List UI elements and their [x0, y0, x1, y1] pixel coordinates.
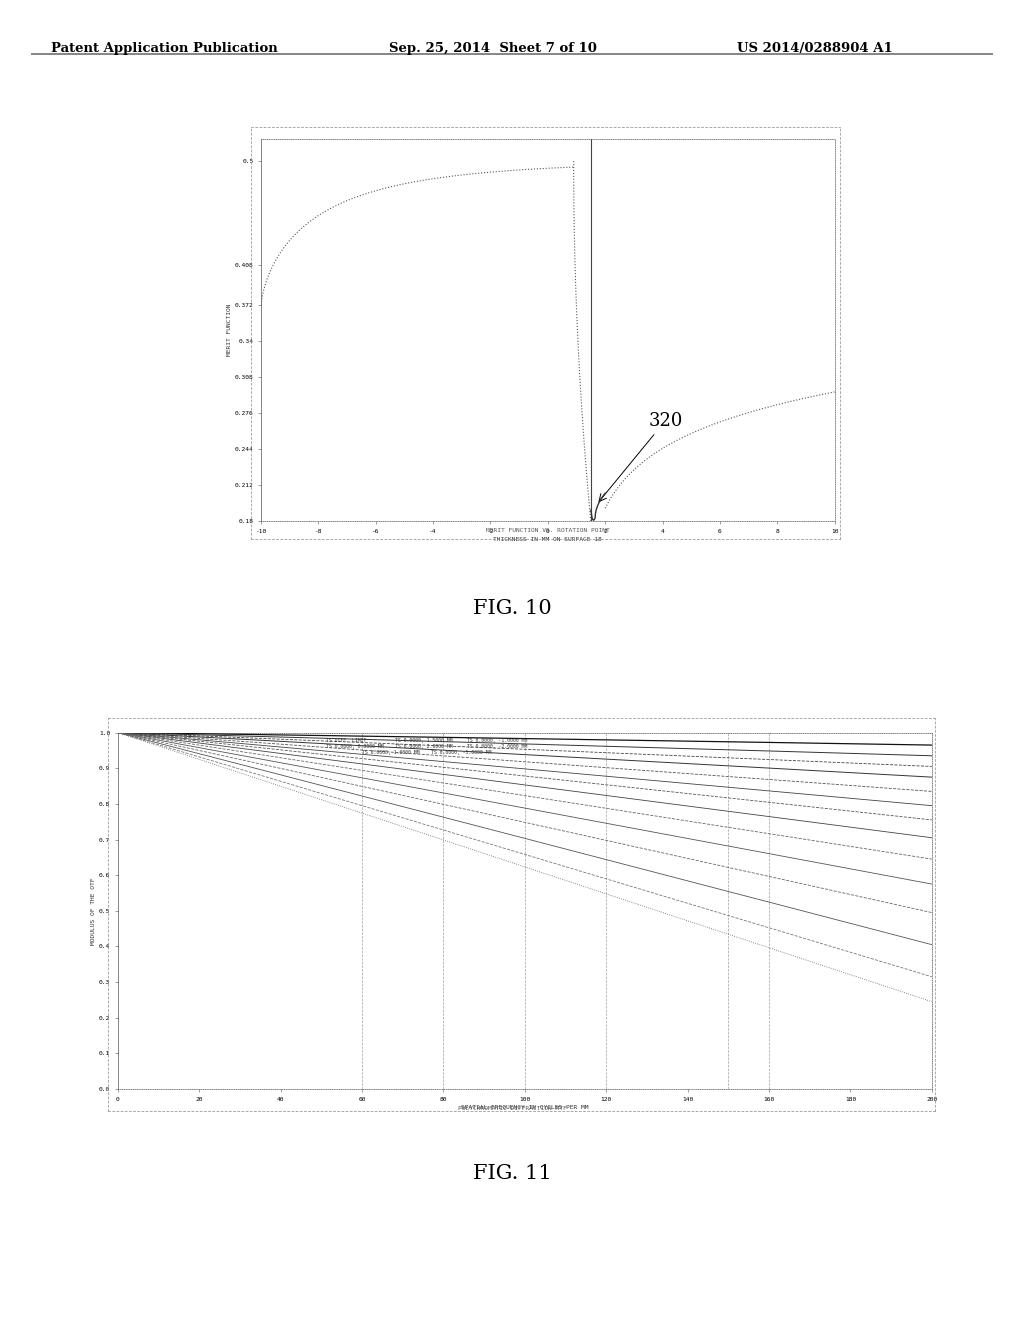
Y-axis label: MODULUS OF THE OTF: MODULUS OF THE OTF [91, 876, 96, 945]
Text: FIG. 10: FIG. 10 [473, 599, 551, 618]
Text: US 2014/0288904 A1: US 2014/0288904 A1 [737, 42, 893, 55]
Text: Sep. 25, 2014  Sheet 7 of 10: Sep. 25, 2014 Sheet 7 of 10 [389, 42, 597, 55]
Y-axis label: MERIT FUNCTION: MERIT FUNCTION [227, 304, 232, 356]
Text: FIG. 11: FIG. 11 [473, 1164, 551, 1183]
Text: Patent Application Publication: Patent Application Publication [51, 42, 278, 55]
Text: POLYCHROMATIC DIFFRACTION MTF: POLYCHROMATIC DIFFRACTION MTF [458, 1106, 566, 1111]
Text: MERIT FUNCTION VS. ROTATION POINT: MERIT FUNCTION VS. ROTATION POINT [486, 528, 609, 533]
Text: 320: 320 [599, 412, 683, 502]
Text: TS DIFF. LIMIT          TS 0.0000, 1.5000 MM     TS 0.0000, -1.0000 MM
TS 0.0000: TS DIFF. LIMIT TS 0.0000, 1.5000 MM TS 0… [327, 738, 527, 755]
X-axis label: THICKNESS IN MM ON SURFACE 18: THICKNESS IN MM ON SURFACE 18 [494, 537, 602, 541]
X-axis label: SPATIAL FREQUENCY IN CYCLES PER MM: SPATIAL FREQUENCY IN CYCLES PER MM [461, 1105, 589, 1109]
